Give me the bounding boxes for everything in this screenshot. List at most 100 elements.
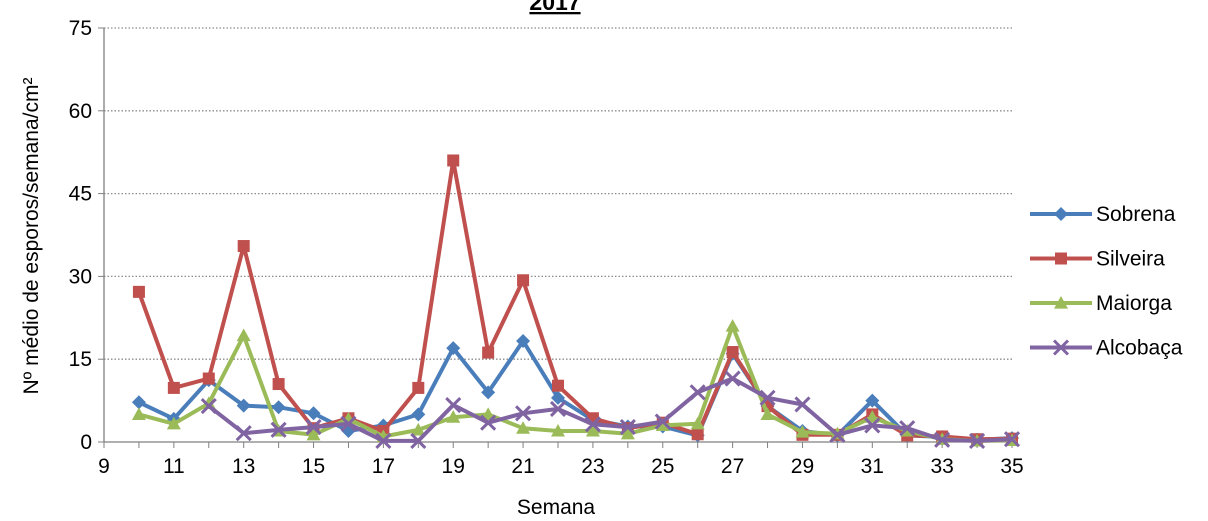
y-tick-label: 60 xyxy=(69,100,92,123)
data-point xyxy=(725,319,740,332)
data-point xyxy=(132,285,145,298)
data-point xyxy=(306,406,321,421)
y-tick-label: 45 xyxy=(69,183,92,206)
y-tick-label: 0 xyxy=(80,431,92,454)
data-point xyxy=(760,407,775,420)
x-tick-label: 9 xyxy=(98,455,110,478)
data-point xyxy=(272,378,285,391)
x-tick-label: 11 xyxy=(163,455,185,478)
data-point xyxy=(236,328,251,342)
x-tick-label: 31 xyxy=(861,455,884,478)
data-point xyxy=(201,396,216,409)
data-point xyxy=(899,420,916,437)
data-point xyxy=(447,154,460,167)
y-tick-label: 75 xyxy=(69,17,92,40)
data-point xyxy=(619,419,636,436)
legend-item: Maiorga xyxy=(1030,292,1172,315)
data-point xyxy=(305,419,322,436)
data-point xyxy=(516,333,531,348)
data-point xyxy=(865,410,880,423)
data-point xyxy=(481,407,496,420)
data-point xyxy=(235,425,252,442)
data-point xyxy=(724,370,741,387)
x-tick-label: 25 xyxy=(651,455,674,478)
data-point xyxy=(236,398,251,413)
legend-marker xyxy=(1052,339,1070,356)
data-point xyxy=(969,432,986,449)
data-point xyxy=(585,423,600,437)
data-point xyxy=(166,416,181,430)
data-point xyxy=(549,400,567,417)
data-point xyxy=(934,431,951,448)
legend-marker xyxy=(1055,252,1067,265)
y-tick-label: 30 xyxy=(69,265,92,288)
data-point xyxy=(410,432,427,449)
data-point xyxy=(481,385,496,400)
legend-item: Silveira xyxy=(1030,248,1165,271)
legend-item: Alcobaça xyxy=(1030,337,1183,360)
data-point xyxy=(689,384,706,401)
data-point xyxy=(411,407,426,422)
data-point xyxy=(795,425,810,438)
data-point xyxy=(375,432,392,449)
data-point xyxy=(794,396,811,413)
data-point xyxy=(306,427,321,441)
data-point xyxy=(551,390,565,405)
data-point xyxy=(517,274,530,287)
x-tick-label: 29 xyxy=(791,455,814,478)
chart-title: 2017 xyxy=(529,0,580,15)
legend-label: Alcobaça xyxy=(1096,337,1183,360)
data-point xyxy=(482,346,495,359)
legend: Sobrena Silveira Maiorga Alcobaça xyxy=(1030,203,1183,360)
data-point xyxy=(552,379,564,392)
data-point xyxy=(131,395,146,410)
x-tick-labels: 9 11 13 15 17 19 21 23 25 27 29 31 33 35 xyxy=(98,455,1024,478)
data-point xyxy=(759,389,776,406)
y-axis-title: Nº médio de esporos/semana/cm² xyxy=(20,78,43,395)
data-point xyxy=(516,421,531,434)
x-tick-label: 19 xyxy=(442,455,465,478)
data-point xyxy=(237,240,250,253)
legend-marker xyxy=(1054,207,1068,221)
data-point xyxy=(654,413,671,430)
data-point xyxy=(726,346,739,359)
x-tick-label: 23 xyxy=(581,455,604,478)
series-alcoba-a xyxy=(200,370,1021,449)
data-point xyxy=(829,426,846,443)
legend-label: Silveira xyxy=(1096,248,1165,271)
data-point xyxy=(202,372,215,385)
x-tick-label: 13 xyxy=(232,455,255,478)
legend-label: Sobrena xyxy=(1096,203,1176,226)
data-point xyxy=(411,422,426,436)
legend-item: Sobrena xyxy=(1030,203,1176,226)
data-point xyxy=(445,396,462,414)
data-point xyxy=(865,393,880,408)
data-point xyxy=(691,428,704,441)
data-point xyxy=(271,400,286,415)
data-point xyxy=(340,415,357,432)
x-tick-label: 15 xyxy=(302,455,325,478)
x-axis-title: Semana xyxy=(517,496,596,519)
y-tick-labels: 0 15 30 45 60 75 xyxy=(69,17,92,454)
data-point xyxy=(200,398,217,415)
x-tick-label: 21 xyxy=(511,455,534,478)
data-point xyxy=(446,410,461,423)
data-point xyxy=(1003,431,1021,448)
legend-label: Maiorga xyxy=(1096,292,1172,315)
data-point xyxy=(584,416,601,433)
data-point xyxy=(864,417,881,434)
data-point xyxy=(167,381,180,394)
series-line xyxy=(207,376,1013,443)
x-tick-label: 17 xyxy=(372,455,395,478)
x-tick-label: 35 xyxy=(1000,455,1023,478)
data-point xyxy=(131,407,146,420)
y-tick-label: 15 xyxy=(69,348,92,371)
data-point xyxy=(270,421,287,438)
series-lines xyxy=(131,154,1021,449)
gridlines xyxy=(104,27,1012,360)
series-line xyxy=(137,158,1013,442)
data-point xyxy=(620,426,635,440)
series-silveira xyxy=(132,154,1018,446)
x-tick-label: 27 xyxy=(721,455,744,478)
